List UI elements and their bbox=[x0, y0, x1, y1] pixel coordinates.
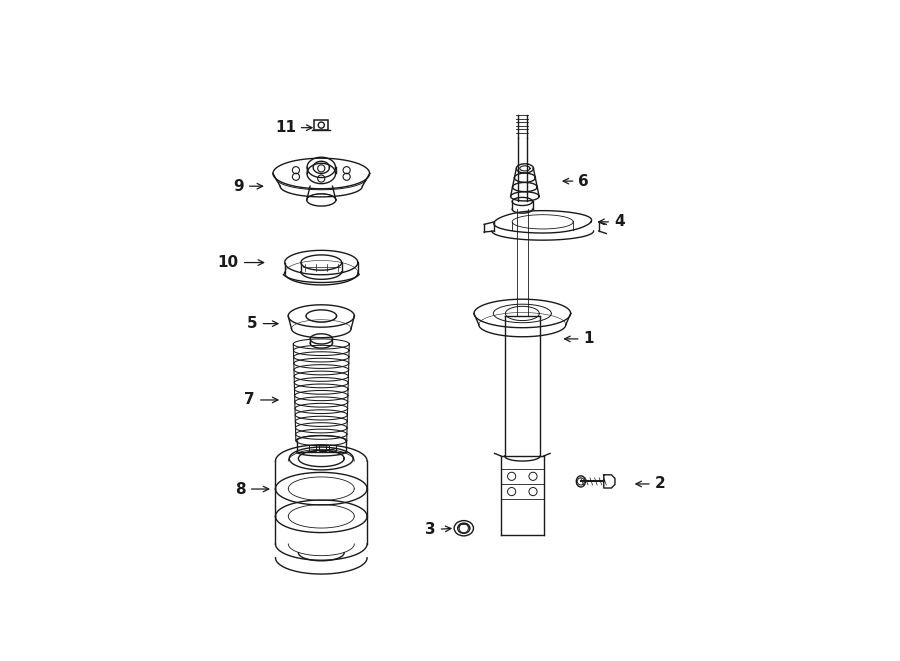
Bar bbox=[328, 445, 336, 451]
Text: 10: 10 bbox=[218, 255, 264, 270]
Text: 5: 5 bbox=[247, 316, 278, 331]
Text: 9: 9 bbox=[233, 178, 263, 194]
Text: 6: 6 bbox=[563, 174, 590, 188]
Text: 8: 8 bbox=[235, 482, 269, 496]
Text: 1: 1 bbox=[564, 331, 594, 346]
Text: 11: 11 bbox=[274, 120, 312, 135]
Text: 7: 7 bbox=[245, 393, 278, 407]
Bar bbox=[319, 445, 326, 451]
Text: 4: 4 bbox=[598, 214, 625, 229]
Bar bbox=[309, 445, 316, 451]
Text: 3: 3 bbox=[425, 522, 451, 537]
Text: 2: 2 bbox=[636, 477, 665, 491]
